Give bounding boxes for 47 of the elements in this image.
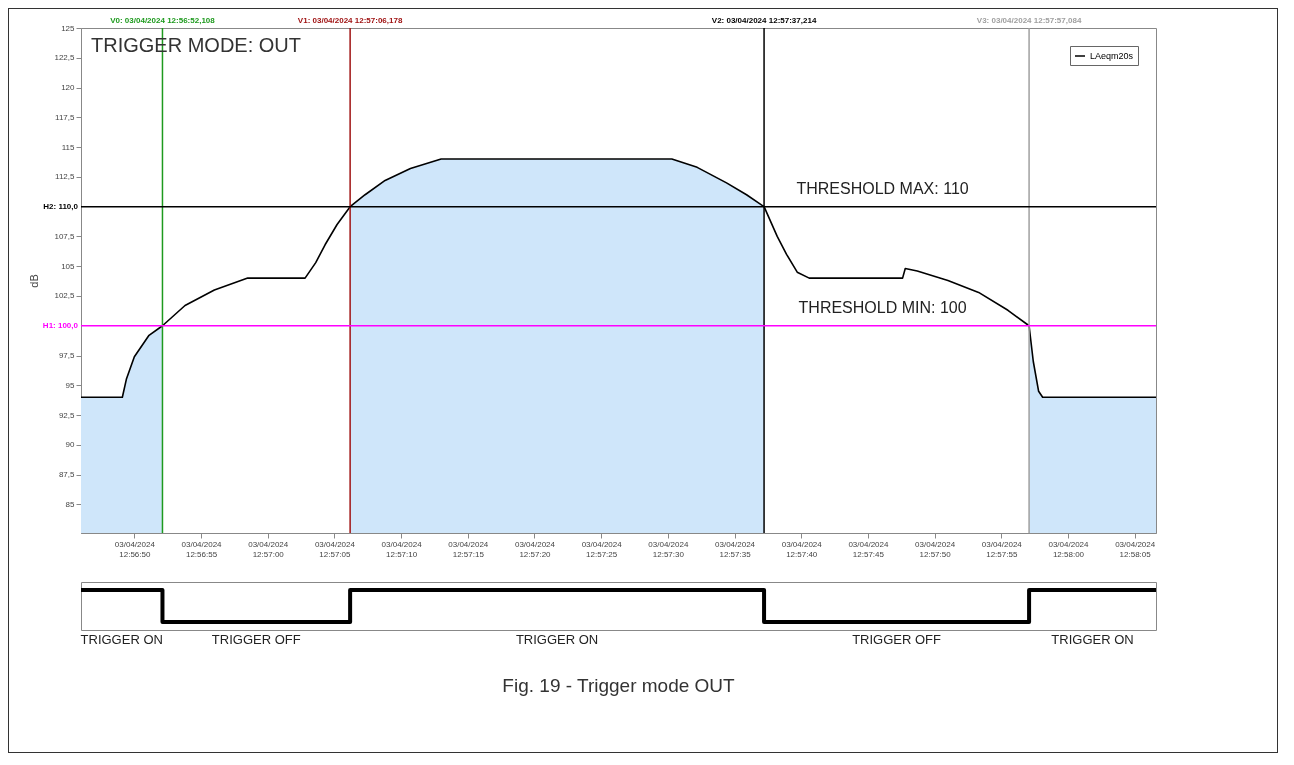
annotation: THRESHOLD MIN: 100 — [798, 298, 967, 316]
text: TRIGGER OFF — [211, 632, 301, 647]
y-tick-label: 125 — [61, 23, 76, 33]
x-tick-label: 03/04/2024 12:57:20 — [514, 539, 556, 559]
x-tick-label: 03/04/2024 12:57:45 — [848, 539, 889, 559]
y-tick-label: 95 — [65, 380, 76, 390]
y-tick-label: 122,5 — [54, 53, 76, 63]
ref-line-label: H1: 100,0 — [42, 320, 79, 330]
y-tick-label: 85 — [65, 499, 76, 509]
y-tick-label: 90 — [65, 440, 76, 450]
y-tick-label: 105 — [61, 261, 76, 271]
ref-line-label: V3: 03/04/2024 12:57:57,084 — [976, 16, 1082, 25]
text: TRIGGER OFF — [852, 632, 942, 647]
x-tick-label: 03/04/2024 12:56:55 — [181, 539, 223, 559]
y-tick-label: 102,5 — [54, 291, 76, 301]
text: TRIGGER ON — [80, 632, 163, 647]
x-tick-label: 03/04/2024 12:57:50 — [915, 539, 956, 559]
ref-line-label: V2: 03/04/2024 12:57:37,214 — [711, 16, 817, 25]
x-tick-label: 03/04/2024 12:57:30 — [648, 539, 689, 559]
x-tick-label: 03/04/2024 12:57:00 — [248, 539, 289, 559]
y-tick-label: 112,5 — [55, 172, 76, 182]
ref-line-label: V0: 03/04/2024 12:56:52,108 — [110, 16, 216, 25]
legend-label: LAeqm20s — [1090, 51, 1134, 61]
y-tick-label: 92,5 — [58, 410, 76, 420]
ref-line-label: V1: 03/04/2024 12:57:06,178 — [297, 16, 403, 25]
x-tick-label: 03/04/2024 12:56:50 — [114, 539, 156, 559]
y-tick-label: 87,5 — [58, 470, 76, 480]
x-tick-label: 03/04/2024 12:58:00 — [1048, 539, 1090, 559]
x-tick-label: 03/04/2024 12:57:25 — [581, 539, 623, 559]
x-tick-label: 03/04/2024 12:57:55 — [981, 539, 1023, 559]
text: TRIGGER ON — [1051, 632, 1134, 647]
text: TRIGGER ON — [515, 632, 599, 647]
x-tick-label: 03/04/2024 12:57:10 — [381, 539, 423, 559]
x-tick-label: 03/04/2024 12:57:40 — [781, 539, 823, 559]
y-tick-label: 115 — [61, 142, 76, 152]
y-tick-label: 117,5 — [55, 112, 76, 122]
text: Fig. 19 - Trigger mode OUT — [502, 675, 736, 696]
x-tick-label: 03/04/2024 12:57:35 — [715, 539, 756, 559]
ref-line-label: H2: 110,0 — [43, 201, 79, 211]
y-tick-label: 97,5 — [58, 351, 76, 361]
y-tick-label: 107,5 — [54, 231, 76, 241]
annotation: THRESHOLD MAX: 110 — [796, 179, 969, 197]
x-tick-label: 03/04/2024 12:57:15 — [448, 539, 489, 559]
x-tick-label: 03/04/2024 12:58:05 — [1115, 539, 1156, 559]
x-tick-label: 03/04/2024 12:57:05 — [314, 539, 356, 559]
y-tick-label: 120 — [61, 83, 76, 93]
y-axis-title: dB — [28, 274, 41, 288]
